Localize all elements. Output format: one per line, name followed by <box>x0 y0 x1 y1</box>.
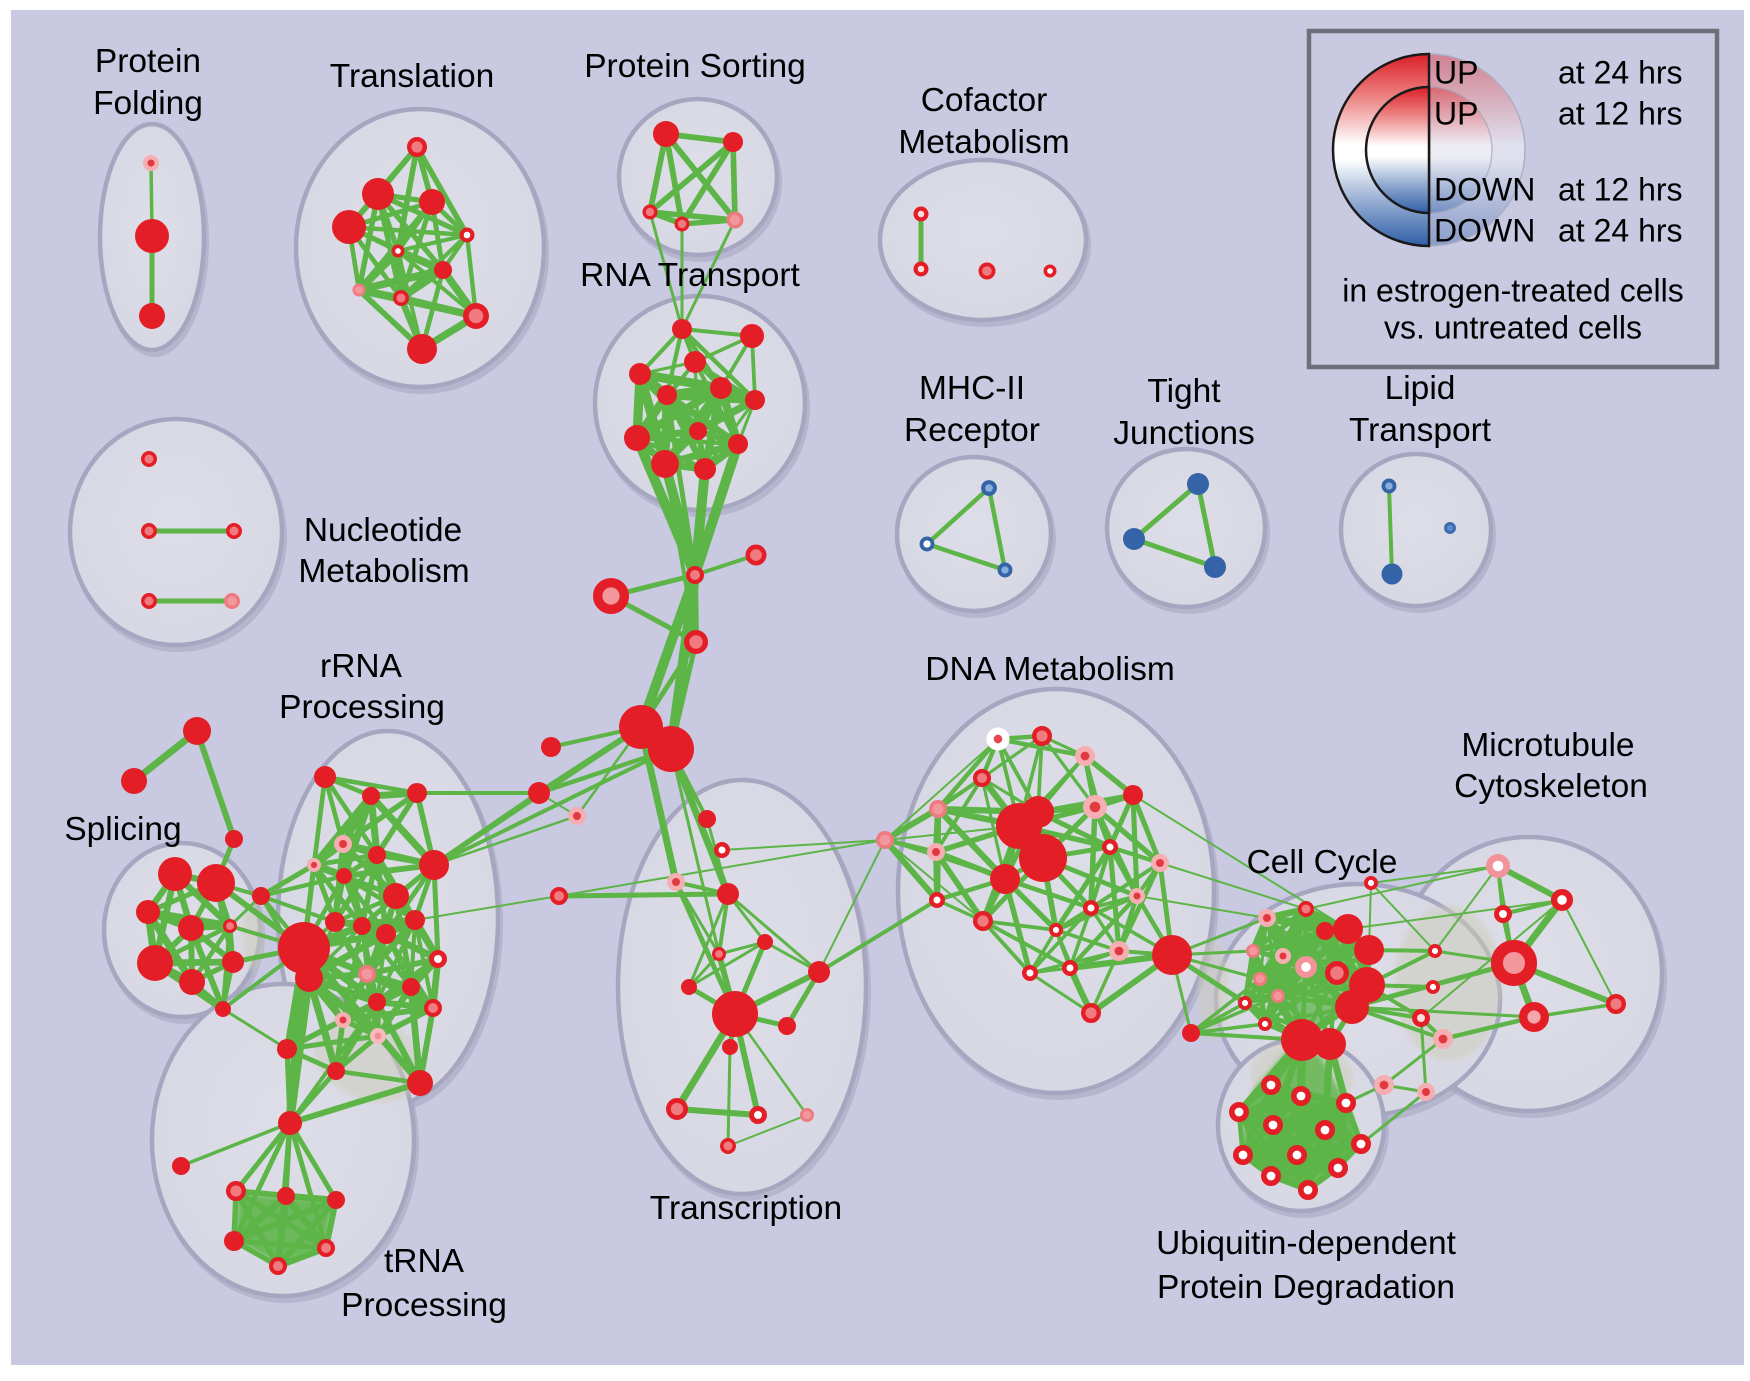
svg-text:Protein: Protein <box>95 43 201 80</box>
svg-text:at 24 hrs: at 24 hrs <box>1558 212 1683 248</box>
svg-text:at 24 hrs: at 24 hrs <box>1558 54 1683 90</box>
svg-text:at 12 hrs: at 12 hrs <box>1558 171 1683 207</box>
svg-text:DOWN: DOWN <box>1434 171 1535 207</box>
svg-text:UP: UP <box>1434 95 1478 131</box>
svg-text:Metabolism: Metabolism <box>298 553 469 590</box>
svg-text:Ubiquitin-dependent: Ubiquitin-dependent <box>1156 1225 1457 1262</box>
svg-text:vs. untreated cells: vs. untreated cells <box>1384 309 1642 345</box>
svg-text:Junctions: Junctions <box>1113 415 1255 452</box>
svg-text:Microtubule: Microtubule <box>1461 727 1634 764</box>
svg-text:Folding: Folding <box>93 85 203 122</box>
svg-text:Splicing: Splicing <box>64 811 181 848</box>
svg-text:RNA Transport: RNA Transport <box>580 257 800 294</box>
svg-text:Nucleotide: Nucleotide <box>304 512 462 549</box>
svg-text:Cytoskeleton: Cytoskeleton <box>1454 768 1648 805</box>
svg-text:Tight: Tight <box>1147 373 1221 410</box>
svg-text:DNA Metabolism: DNA Metabolism <box>925 651 1174 688</box>
svg-text:at 12 hrs: at 12 hrs <box>1558 95 1683 131</box>
svg-text:Protein Degradation: Protein Degradation <box>1157 1269 1455 1306</box>
svg-text:tRNA: tRNA <box>384 1243 465 1280</box>
svg-text:Lipid: Lipid <box>1385 370 1456 407</box>
svg-text:Protein Sorting: Protein Sorting <box>584 48 806 85</box>
svg-text:Cell Cycle: Cell Cycle <box>1247 844 1398 881</box>
svg-text:Translation: Translation <box>330 58 494 95</box>
svg-text:Processing: Processing <box>341 1287 507 1324</box>
svg-text:UP: UP <box>1434 54 1478 90</box>
svg-text:Processing: Processing <box>279 689 445 726</box>
svg-text:Receptor: Receptor <box>904 412 1040 449</box>
svg-text:DOWN: DOWN <box>1434 212 1535 248</box>
svg-text:Transport: Transport <box>1349 412 1492 449</box>
svg-text:Metabolism: Metabolism <box>898 124 1069 161</box>
svg-text:MHC-II: MHC-II <box>919 370 1025 407</box>
svg-text:Transcription: Transcription <box>650 1190 842 1227</box>
svg-text:in estrogen-treated cells: in estrogen-treated cells <box>1342 272 1684 308</box>
svg-text:Cofactor: Cofactor <box>921 82 1048 119</box>
svg-text:rRNA: rRNA <box>320 648 403 685</box>
